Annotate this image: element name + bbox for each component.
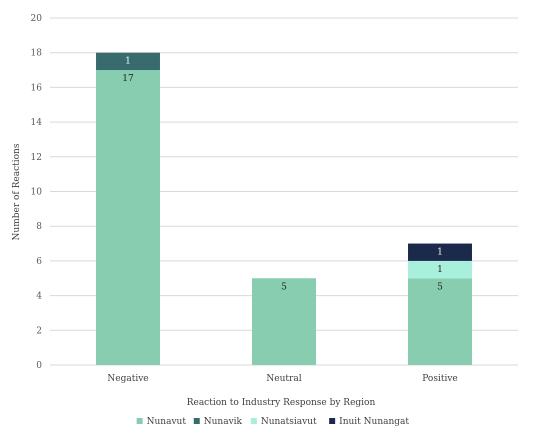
legend-swatch [193, 418, 200, 424]
x-category-label: Neutral [266, 374, 301, 384]
x-category-label: Negative [107, 374, 148, 384]
bar-segment [408, 278, 472, 365]
y-tick-label: 14 [31, 118, 43, 128]
data-label: 1 [437, 265, 443, 275]
bar-segment [96, 70, 160, 366]
legend-swatch [329, 418, 336, 424]
legend-label: Nunatsiavut [261, 417, 317, 427]
legend-item: Nunavut [136, 417, 187, 427]
y-tick-label: 18 [31, 49, 43, 59]
y-tick-label: 8 [36, 222, 42, 232]
bar-segment [408, 243, 472, 261]
y-tick-label: 6 [36, 257, 42, 267]
data-label: 17 [122, 74, 134, 84]
data-label: 5 [437, 282, 443, 292]
y-tick-label: 12 [31, 153, 42, 163]
data-label: 1 [437, 248, 443, 258]
bar-segment [252, 278, 316, 365]
bar-segment [408, 260, 472, 279]
x-category-labels: Negative Neutral Positive [107, 374, 457, 384]
legend-swatch [136, 418, 143, 424]
y-axis-title: Number of Reactions [12, 143, 22, 240]
y-tick-label: 4 [36, 292, 42, 302]
legend-label: Nunavik [204, 417, 243, 427]
legend: Nunavut Nunavik Nunatsiavut Inuit Nunangat [136, 417, 409, 427]
data-labels: 17 1 5 5 1 1 [122, 57, 443, 293]
legend-item: Nunavik [193, 417, 243, 427]
y-tick-label: 2 [36, 326, 42, 336]
legend-label: Nunavut [147, 417, 187, 427]
legend-item: Nunatsiavut [250, 417, 317, 427]
x-axis-title: Reaction to Industry Response by Region [187, 398, 376, 408]
y-tick-label: 10 [31, 188, 43, 198]
x-category-label: Positive [422, 374, 458, 384]
y-tick-label: 16 [31, 83, 43, 93]
legend-item: Inuit Nunangat [329, 417, 409, 427]
bars [96, 52, 472, 366]
bar-segment [96, 52, 160, 71]
y-tick-label: 20 [31, 14, 43, 24]
data-label: 5 [281, 282, 287, 292]
legend-label: Inuit Nunangat [339, 417, 409, 427]
legend-swatch [250, 418, 257, 424]
data-label: 1 [125, 57, 131, 67]
y-tick-labels: 0 2 4 6 8 10 12 14 16 18 20 [31, 14, 43, 371]
y-tick-label: 0 [36, 361, 42, 371]
